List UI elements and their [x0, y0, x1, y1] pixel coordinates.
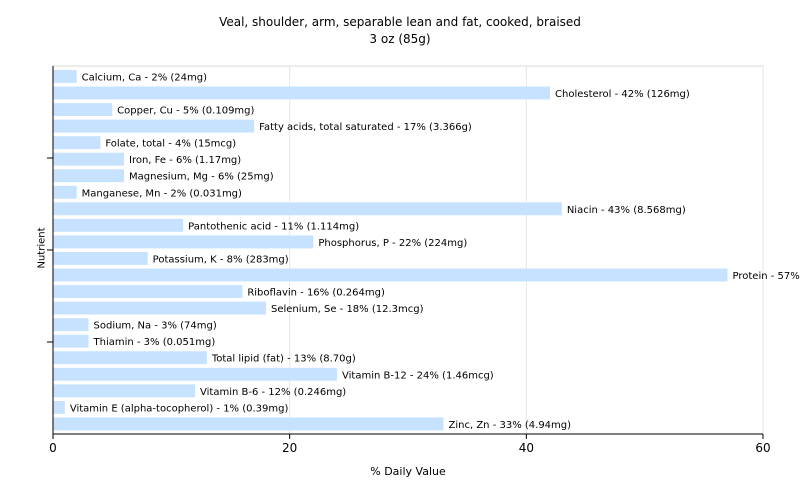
y-axis-label: Nutrient: [36, 227, 48, 269]
bar-label-4: Folate, total - 4% (15mcg): [105, 139, 236, 150]
bar-10: [53, 235, 314, 249]
chart-subtitle: 3 oz (85g): [369, 32, 431, 46]
bar-label-13: Riboflavin - 16% (0.264mg): [247, 288, 385, 299]
x-tick-label: 20: [282, 441, 297, 455]
bar-label-18: Vitamin B-12 - 24% (1.46mcg): [342, 370, 494, 381]
bar-20: [53, 400, 65, 414]
bar-label-16: Thiamin - 3% (0.051mg): [93, 337, 216, 348]
bar-16: [53, 334, 89, 348]
bar-11: [53, 252, 148, 265]
bar-0: [53, 70, 77, 83]
bar-4: [53, 136, 101, 150]
bar-label-21: Zinc, Zn - 33% (4.94mg): [449, 420, 572, 431]
bar-label-17: Total lipid (fat) - 13% (8.70g): [211, 354, 356, 365]
bar-17: [53, 351, 207, 365]
chart-title: Veal, shoulder, arm, separable lean and …: [219, 15, 581, 29]
bar-label-19: Vitamin B-6 - 12% (0.246mg): [200, 387, 346, 398]
bar-6: [53, 169, 124, 183]
bar-label-11: Potassium, K - 8% (283mg): [153, 254, 289, 265]
bar-18: [53, 367, 337, 381]
x-axis-label: % Daily Value: [370, 465, 446, 478]
bar-15: [53, 318, 89, 332]
bar-label-15: Sodium, Na - 3% (74mg): [94, 321, 217, 332]
bar-label-9: Pantothenic acid - 11% (1.114mg): [188, 221, 359, 232]
bar-12: [53, 268, 728, 282]
x-tick-label: 60: [755, 441, 770, 455]
x-tick-label: 40: [519, 441, 534, 455]
bar-5: [53, 152, 124, 166]
bar-2: [53, 103, 113, 116]
bar-1: [53, 86, 550, 100]
bar-21: [53, 417, 444, 431]
bar-label-12: Protein - 57% (28.59g): [733, 271, 800, 282]
bar-19: [53, 384, 195, 398]
bar-label-14: Selenium, Se - 18% (12.3mcg): [271, 304, 424, 315]
bar-3: [53, 119, 255, 133]
bar-label-0: Calcium, Ca - 2% (24mg): [82, 72, 207, 83]
bar-label-8: Niacin - 43% (8.568mg): [567, 205, 686, 216]
x-tick-label: 0: [49, 441, 57, 455]
bar-7: [53, 185, 77, 199]
bar-14: [53, 301, 266, 315]
bar-label-5: Iron, Fe - 6% (1.17mg): [129, 155, 241, 166]
bar-9: [53, 218, 184, 232]
bar-label-7: Manganese, Mn - 2% (0.031mg): [82, 188, 242, 199]
bar-label-2: Copper, Cu - 5% (0.109mg): [117, 106, 254, 117]
bar-13: [53, 285, 243, 298]
bar-label-10: Phosphorus, P - 22% (224mg): [318, 238, 467, 249]
bar-label-20: Vitamin E (alpha-tocopherol) - 1% (0.39m…: [70, 403, 289, 414]
bar-8: [53, 202, 562, 216]
bar-label-1: Cholesterol - 42% (126mg): [555, 89, 690, 100]
bar-label-6: Magnesium, Mg - 6% (25mg): [129, 172, 274, 183]
bar-label-3: Fatty acids, total saturated - 17% (3.36…: [259, 122, 472, 133]
